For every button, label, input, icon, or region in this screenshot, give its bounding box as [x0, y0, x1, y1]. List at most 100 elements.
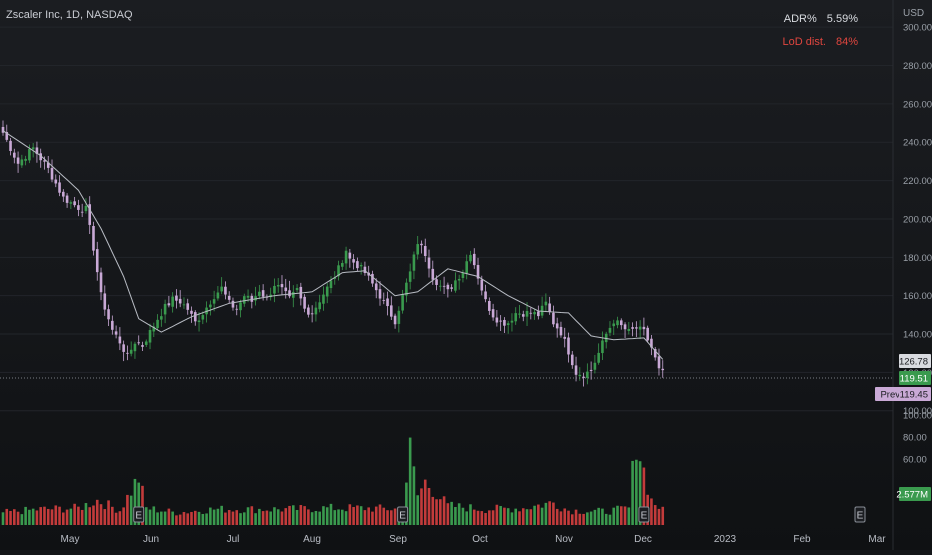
earnings-marker[interactable]: E [638, 506, 650, 523]
volume-bar [559, 511, 563, 525]
candle-body [608, 327, 612, 333]
volume-bar [58, 506, 61, 525]
earnings-marker[interactable]: E [133, 506, 145, 523]
price-candles [1, 120, 665, 387]
last-price-label-bg [899, 371, 931, 385]
volume-bar [454, 507, 457, 525]
volume-bar [216, 508, 220, 525]
earnings-marker[interactable]: E [397, 506, 409, 523]
candle-body [88, 204, 92, 225]
time-tick-label: Mar [868, 534, 886, 545]
candle-body [359, 265, 363, 267]
volume-bar [95, 499, 99, 525]
volume-bar [242, 512, 246, 525]
candle-body [9, 140, 12, 151]
candle-body [397, 310, 401, 324]
volume-bar [160, 511, 163, 525]
volume-bar [548, 501, 551, 525]
volume-bar [378, 504, 382, 525]
volume-bar [537, 504, 540, 525]
candle-body [619, 320, 623, 326]
candle-body [212, 299, 216, 304]
candle-body [457, 278, 461, 281]
candle-body [604, 333, 608, 343]
candle-body [597, 352, 600, 363]
volume-bar [653, 505, 657, 525]
volume-bar [491, 510, 495, 525]
candle-body [250, 295, 254, 302]
volume-bar [20, 514, 24, 525]
candle-body [201, 315, 205, 320]
volume-tick-label: 80.00 [903, 433, 927, 444]
candle-body [405, 282, 408, 296]
volume-bar [299, 505, 303, 525]
candle-body [137, 342, 141, 344]
candle-body [578, 374, 582, 377]
candle-body [514, 313, 518, 322]
lod-label: LoD dist. [782, 36, 826, 48]
volume-bar [488, 510, 491, 525]
volume-bar [635, 459, 638, 525]
candle-body [160, 316, 163, 320]
candle-body [73, 201, 76, 206]
volume-bar [446, 503, 450, 525]
volume-bar [544, 502, 548, 525]
earnings-marker[interactable]: E [854, 506, 866, 523]
volume-bar [152, 506, 156, 525]
candle-body [586, 371, 589, 378]
time-tick-label: May [61, 534, 80, 545]
candle-body [92, 225, 95, 251]
volume-bar [261, 511, 265, 525]
volume-value-label-bg [899, 487, 931, 501]
candle-body [476, 264, 480, 279]
volume-bar [129, 495, 133, 525]
time-tick-label: Sep [389, 534, 407, 545]
candle-body [627, 328, 631, 331]
candle-body [276, 285, 280, 287]
volume-bar [280, 511, 284, 525]
candle-body [50, 168, 54, 180]
candle-body [439, 285, 442, 287]
volume-bar [209, 507, 212, 525]
candle-body [567, 337, 570, 355]
candle-body [593, 362, 597, 370]
price-tick-label: 300.00 [903, 23, 932, 34]
candle-body [540, 305, 544, 316]
price-tick-label: 180.00 [903, 253, 932, 264]
candle-body [472, 253, 476, 266]
candle-body [469, 254, 472, 262]
candle-body [412, 254, 416, 271]
volume-bar [178, 514, 182, 525]
candle-body [544, 301, 548, 306]
volume-bar [597, 507, 600, 525]
volume-bar [435, 499, 438, 525]
candle-body [1, 126, 5, 133]
volume-bar [84, 503, 88, 525]
candle-body [537, 311, 540, 317]
volume-bar [254, 513, 257, 525]
candle-body [80, 211, 84, 213]
candle-body [107, 309, 110, 320]
candle-body [582, 376, 585, 378]
candle-body [657, 356, 661, 369]
volume-bar [156, 512, 159, 525]
volume-bar [627, 507, 631, 525]
volume-bar [69, 508, 73, 525]
earnings-letter: E [857, 511, 864, 522]
volume-bar [371, 511, 374, 525]
candle-body [284, 287, 288, 292]
candle-body [518, 313, 521, 315]
volume-bar [374, 506, 378, 525]
volume-bar [54, 505, 58, 525]
volume-bar [212, 509, 216, 525]
candle-body [480, 279, 484, 291]
volume-bar [344, 511, 348, 525]
candle-body [503, 319, 506, 326]
candle-body [307, 307, 310, 315]
volume-bar [114, 512, 118, 525]
candle-body [20, 159, 24, 166]
candle-body [450, 287, 453, 289]
volume-bar [601, 508, 604, 525]
volume-bar [574, 509, 578, 525]
